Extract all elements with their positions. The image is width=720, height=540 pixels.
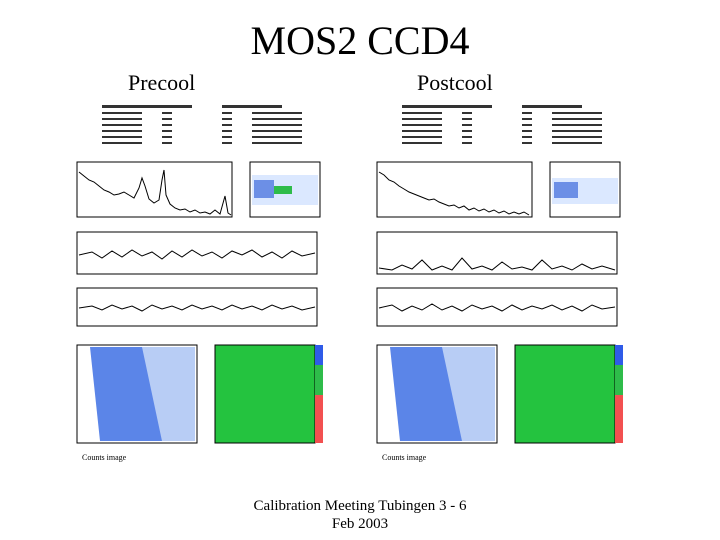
light-curve-1-frame <box>76 231 318 275</box>
precool-diagnostic-panel: Counts image <box>62 100 352 485</box>
light-curve-1-frame <box>376 231 618 275</box>
spectrum-frame <box>76 161 233 218</box>
footer-line-2: Feb 2003 <box>331 516 389 532</box>
image-axis-label: Counts image <box>82 453 127 462</box>
header-block <box>402 105 602 144</box>
precool-label: Precool <box>128 70 196 95</box>
slide-title: MOS2 CCD4 <box>250 18 470 63</box>
light-curve-2 <box>78 304 316 312</box>
spectrum-curve <box>378 171 530 216</box>
image-axis-label: Counts image <box>382 453 427 462</box>
light-curve-2-frame <box>76 287 318 327</box>
scatter-frame <box>249 161 321 218</box>
scatter-frame <box>549 161 621 218</box>
slide-footer: Calibration Meeting Tubingen 3 - 6 Feb 2… <box>0 497 720 533</box>
footer-line-1: Calibration Meeting Tubingen 3 - 6 <box>253 498 467 514</box>
precool-plots: Counts image <box>76 105 323 462</box>
light-curve-1 <box>378 257 616 271</box>
spectrum-frame <box>376 161 533 218</box>
postcool-label: Postcool <box>417 70 493 95</box>
bad-pixel-map <box>514 344 616 444</box>
light-curve-2 <box>378 303 616 312</box>
header-block <box>102 105 302 144</box>
postcool-plots: Counts image <box>376 105 623 462</box>
bad-pixel-map <box>214 344 316 444</box>
postcool-diagnostic-panel: Counts image <box>362 100 652 485</box>
light-curve-2-frame <box>376 287 618 327</box>
light-curve-1 <box>78 249 316 260</box>
spectrum-curve <box>78 169 232 216</box>
